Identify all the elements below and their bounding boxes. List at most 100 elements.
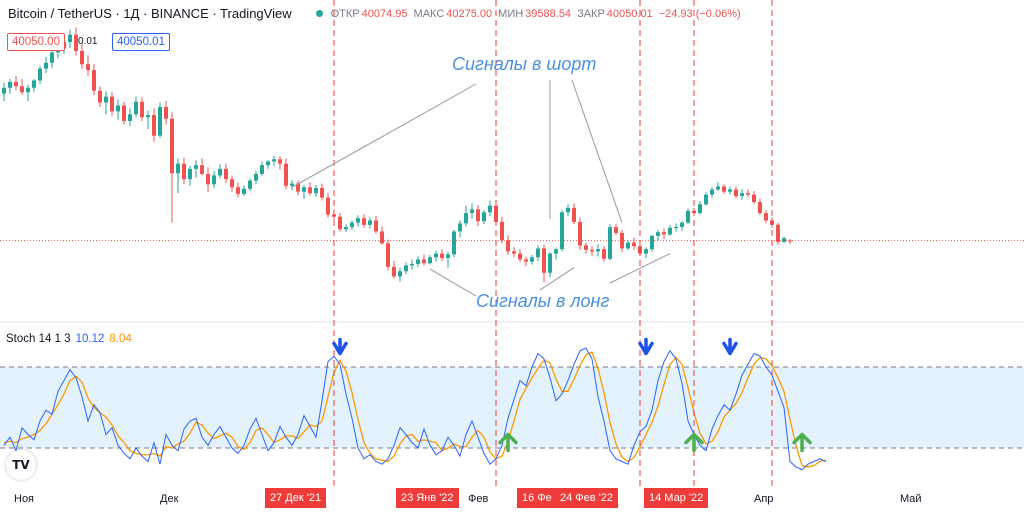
candle bbox=[602, 249, 606, 259]
month-label: Дек bbox=[160, 493, 179, 505]
stoch-legend[interactable]: Stoch 14 1 3 10.12 8.04 bbox=[6, 333, 132, 345]
candle bbox=[26, 87, 30, 93]
stoch-k-line bbox=[3, 347, 827, 471]
candle bbox=[722, 186, 726, 192]
candle bbox=[476, 209, 480, 222]
short-signal-arrow bbox=[332, 337, 348, 356]
candle bbox=[632, 242, 636, 247]
candle bbox=[224, 168, 228, 180]
candle bbox=[788, 240, 792, 242]
candle bbox=[764, 213, 768, 221]
candle bbox=[338, 216, 342, 230]
candle bbox=[188, 168, 192, 180]
candle bbox=[218, 168, 222, 176]
candle bbox=[200, 165, 204, 174]
signal-date-label: 23 Янв '22 bbox=[396, 488, 459, 508]
candle bbox=[176, 163, 180, 174]
candle bbox=[410, 263, 414, 266]
symbol-title[interactable]: Bitcoin / TetherUS · 1Д · BINANCE · Trad… bbox=[8, 6, 292, 21]
short-signal-arrow bbox=[722, 337, 738, 356]
candle bbox=[686, 210, 690, 223]
candle bbox=[512, 251, 516, 254]
candle bbox=[2, 87, 6, 94]
month-label: Фев bbox=[468, 493, 489, 505]
candle bbox=[542, 248, 546, 273]
candle bbox=[320, 188, 324, 198]
candle bbox=[38, 68, 42, 81]
long-signal-arrow bbox=[792, 432, 812, 453]
candle bbox=[140, 101, 144, 118]
candle bbox=[260, 165, 264, 174]
candle bbox=[716, 186, 720, 190]
sell-price-button[interactable]: 40050.00 bbox=[7, 33, 65, 51]
candle bbox=[704, 194, 708, 205]
candle bbox=[440, 253, 444, 258]
candle bbox=[128, 114, 132, 121]
candle bbox=[236, 187, 240, 194]
candle bbox=[116, 105, 120, 112]
candle bbox=[434, 253, 438, 258]
candle bbox=[68, 34, 72, 43]
candle bbox=[158, 106, 162, 136]
candle bbox=[464, 213, 468, 224]
candle bbox=[674, 227, 678, 229]
candle bbox=[644, 249, 648, 254]
candle bbox=[272, 159, 276, 162]
candle bbox=[482, 212, 486, 222]
stoch-d-value: 8.04 bbox=[109, 333, 132, 345]
candle bbox=[452, 231, 456, 255]
candle bbox=[134, 101, 138, 115]
candle bbox=[398, 271, 402, 277]
long-signal-arrow bbox=[498, 432, 518, 453]
candle bbox=[614, 227, 618, 233]
candle bbox=[326, 197, 330, 215]
candle bbox=[578, 221, 582, 246]
candle bbox=[92, 70, 96, 91]
low-label: МИН bbox=[498, 7, 524, 20]
candle bbox=[590, 249, 594, 252]
candle bbox=[164, 106, 168, 119]
candle bbox=[14, 81, 18, 87]
candle bbox=[524, 259, 528, 262]
candle bbox=[314, 188, 318, 194]
short-annotation-leader bbox=[291, 83, 477, 188]
candle bbox=[212, 175, 216, 185]
candle bbox=[356, 218, 360, 223]
change-value: −24.93 (−0.06%) bbox=[658, 7, 741, 20]
stoch-name: Stoch 14 1 3 bbox=[6, 333, 71, 345]
candle bbox=[446, 254, 450, 258]
long-annotation-leader bbox=[609, 253, 671, 284]
long-signals-annotation: Сигналы в лонг bbox=[476, 291, 610, 311]
signal-date-label: 14 Мар '22 bbox=[644, 488, 709, 508]
candle bbox=[554, 249, 558, 254]
candle bbox=[170, 118, 174, 174]
buy-price-button[interactable]: 40050.01 bbox=[112, 33, 170, 51]
candle bbox=[380, 231, 384, 244]
candle bbox=[626, 242, 630, 249]
candle bbox=[194, 165, 198, 169]
candle bbox=[386, 243, 390, 267]
candle bbox=[650, 235, 654, 250]
short-signals-annotation: Сигналы в шорт bbox=[452, 54, 597, 74]
candle bbox=[290, 183, 294, 186]
long-annotation-leader bbox=[539, 267, 575, 291]
stoch-overbought-oversold-band bbox=[0, 367, 1024, 448]
candle bbox=[278, 159, 282, 164]
candle bbox=[572, 207, 576, 222]
short-annotation-leader bbox=[571, 79, 623, 223]
open-value: 40074.95 bbox=[361, 7, 408, 20]
candle bbox=[536, 248, 540, 258]
candle bbox=[746, 193, 750, 195]
candle bbox=[530, 257, 534, 262]
candle bbox=[470, 209, 474, 214]
candle bbox=[584, 245, 588, 250]
tradingview-logo[interactable]: TV bbox=[6, 450, 36, 480]
candle bbox=[110, 96, 114, 112]
candle bbox=[422, 259, 426, 264]
candle bbox=[296, 183, 300, 192]
candle bbox=[308, 187, 312, 194]
month-label: Апр bbox=[754, 493, 774, 505]
candle bbox=[374, 220, 378, 232]
